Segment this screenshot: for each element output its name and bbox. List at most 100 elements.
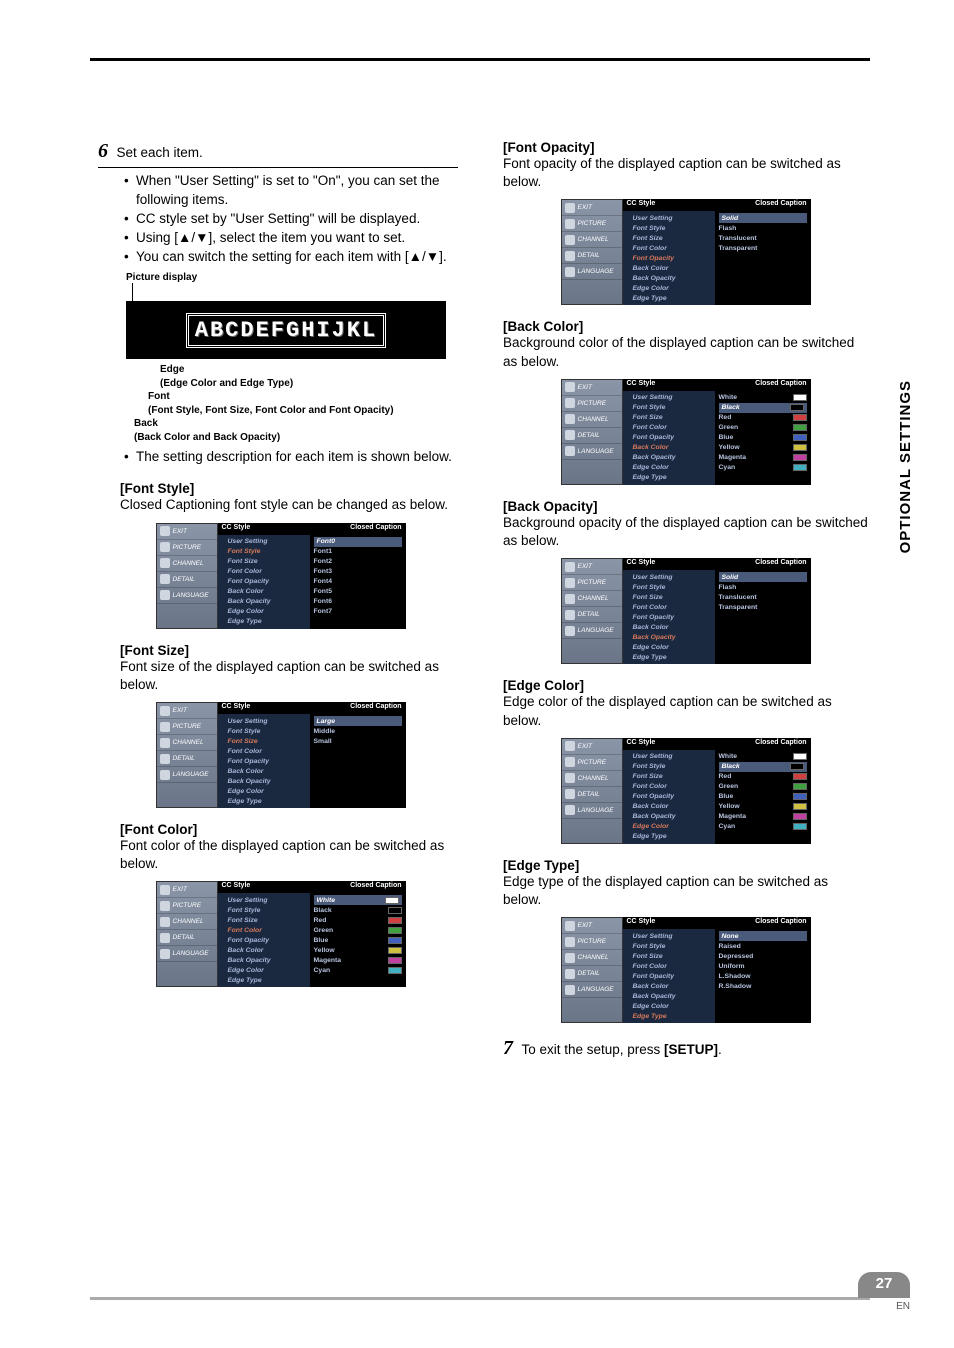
- menu-value-row: R.Shadow: [719, 981, 807, 991]
- menu-header-right: Closed Caption: [350, 703, 401, 713]
- menu-label-row: Font Color: [633, 782, 715, 792]
- menu-label-row: Edge Type: [228, 796, 310, 806]
- menu-value-row: Red: [719, 772, 807, 782]
- menu-label-row: Font Style: [633, 941, 715, 951]
- menu-sidebar-label: CHANNEL: [578, 416, 609, 423]
- menu-label-row: Font Opacity: [633, 253, 715, 263]
- menu-header-left: CC Style: [222, 882, 251, 892]
- color-swatch: [388, 937, 402, 944]
- menu-label-row: Font Style: [633, 762, 715, 772]
- menu-value-row: Cyan: [314, 965, 402, 975]
- edge-type-menu: EXITPICTURECHANNELDETAILLANGUAGECC Style…: [561, 917, 811, 1023]
- back-color-title: [Back Color]: [503, 319, 868, 334]
- right-column: [Font Opacity] Font opacity of the displ…: [503, 140, 868, 1060]
- menu-value-label: White: [719, 753, 738, 760]
- menu-value-row: Font1: [314, 547, 402, 557]
- step-7-text-c: .: [718, 1042, 722, 1057]
- menu-sidebar-item: CHANNEL: [562, 950, 622, 966]
- menu-value-label: White: [317, 897, 336, 904]
- menu-sidebar-item: DETAIL: [562, 607, 622, 623]
- menu-value-label: Cyan: [719, 823, 736, 830]
- menu-sidebar-item: EXIT: [562, 200, 622, 216]
- menu-value-row: Translucent: [719, 592, 807, 602]
- bullet-item: You can switch the setting for each item…: [126, 248, 463, 267]
- menu-value-row: White: [719, 393, 807, 403]
- menu-value-row: Black: [314, 905, 402, 915]
- menu-sidebar-item: EXIT: [562, 380, 622, 396]
- back-color-menu: EXITPICTURECHANNELDETAILLANGUAGECC Style…: [561, 379, 811, 485]
- menu-label-row: User Setting: [633, 572, 715, 582]
- menu-header-right: Closed Caption: [755, 918, 806, 928]
- menu-sidebar-icon: [565, 578, 575, 588]
- menu-sidebar-item: DETAIL: [562, 966, 622, 982]
- menu-sidebar-icon: [565, 446, 575, 456]
- menu-value-label: Black: [722, 763, 740, 770]
- menu-label-row: Font Size: [228, 557, 310, 567]
- font-size-body: Font size of the displayed caption can b…: [120, 658, 463, 694]
- top-rule: [90, 58, 870, 61]
- menu-value-label: Blue: [719, 434, 734, 441]
- color-swatch: [793, 803, 807, 810]
- left-column: 6 Set each item. When "User Setting" is …: [98, 140, 463, 1060]
- menu-sidebar-label: EXIT: [173, 528, 187, 535]
- menu-value-row: Magenta: [719, 453, 807, 463]
- menu-sidebar-label: DETAIL: [578, 791, 600, 798]
- menu-sidebar-item: EXIT: [157, 882, 217, 898]
- menu-label-row: User Setting: [633, 752, 715, 762]
- menu-sidebar-label: DETAIL: [578, 611, 600, 618]
- menu-sidebar-item: LANGUAGE: [157, 588, 217, 604]
- menu-value-label: Font4: [314, 578, 333, 585]
- menu-sidebar-icon: [565, 382, 575, 392]
- menu-sidebar-icon: [565, 610, 575, 620]
- menu-label-row: Font Size: [633, 772, 715, 782]
- footer-rule: [90, 1297, 870, 1300]
- menu-sidebar-icon: [565, 789, 575, 799]
- menu-value-label: Middle: [314, 728, 336, 735]
- menu-label-row: Edge Type: [633, 832, 715, 842]
- menu-value-row: Magenta: [719, 812, 807, 822]
- menu-label-row: Font Size: [633, 951, 715, 961]
- menu-sidebar-label: EXIT: [173, 886, 187, 893]
- picture-display-box: ABCDEFGHIJKL: [126, 301, 446, 359]
- menu-value-label: Green: [314, 927, 334, 934]
- menu-value-label: Black: [722, 404, 740, 411]
- bullet-item: CC style set by "User Setting" will be d…: [126, 210, 463, 229]
- font-color-title: [Font Color]: [120, 822, 463, 837]
- step-7-text-a: To exit the setup, press: [521, 1042, 664, 1057]
- menu-label-row: Font Style: [228, 547, 310, 557]
- menu-value-label: Translucent: [719, 594, 757, 601]
- menu-sidebar-item: PICTURE: [562, 216, 622, 232]
- menu-value-row: Transparent: [719, 602, 807, 612]
- menu-sidebar-label: CHANNEL: [578, 775, 609, 782]
- menu-sidebar-item: PICTURE: [157, 719, 217, 735]
- color-swatch: [793, 394, 807, 401]
- menu-value-label: R.Shadow: [719, 983, 752, 990]
- menu-sidebar-label: PICTURE: [578, 759, 607, 766]
- menu-value-label: Font1: [314, 548, 333, 555]
- menu-value-row: Font3: [314, 567, 402, 577]
- color-swatch: [793, 793, 807, 800]
- menu-sidebar-icon: [565, 937, 575, 947]
- menu-sidebar-item: DETAIL: [157, 930, 217, 946]
- menu-value-row: Font0: [314, 537, 402, 547]
- menu-value-label: Magenta: [314, 957, 342, 964]
- step-6-number: 6: [98, 140, 108, 162]
- color-swatch: [388, 917, 402, 924]
- menu-label-row: Edge Color: [633, 642, 715, 652]
- menu-sidebar-icon: [565, 398, 575, 408]
- menu-sidebar-icon: [565, 414, 575, 424]
- menu-label-row: Back Opacity: [228, 776, 310, 786]
- picture-display-label: Picture display: [126, 272, 463, 283]
- menu-header-right: Closed Caption: [350, 524, 401, 534]
- menu-value-label: Red: [314, 917, 327, 924]
- font-style-title: [Font Style]: [120, 481, 463, 496]
- menu-value-row: Blue: [314, 935, 402, 945]
- menu-label-row: Edge Type: [633, 652, 715, 662]
- menu-label-row: Font Color: [633, 602, 715, 612]
- menu-sidebar-label: LANGUAGE: [173, 950, 209, 957]
- menu-value-label: Yellow: [719, 803, 740, 810]
- menu-sidebar-icon: [160, 542, 170, 552]
- menu-sidebar-item: PICTURE: [157, 898, 217, 914]
- menu-value-label: None: [722, 933, 739, 940]
- menu-value-row: Raised: [719, 941, 807, 951]
